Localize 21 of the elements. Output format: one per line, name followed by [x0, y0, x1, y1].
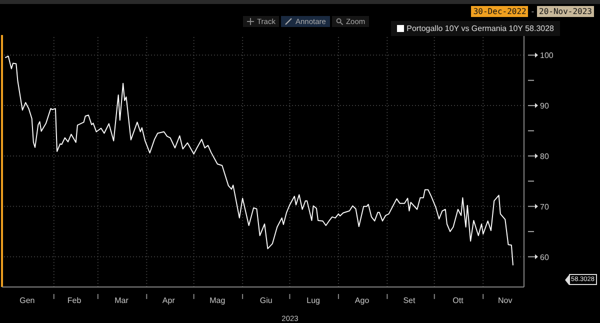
x-tick-label: Giu — [260, 296, 272, 305]
line-series — [4, 56, 514, 266]
text: - — [531, 7, 534, 16]
y-tick-label: 70 — [540, 202, 550, 212]
y-tick-label: 60 — [540, 252, 550, 262]
x-tick-label: Feb — [67, 296, 82, 305]
text: 30-Dec-2022 — [471, 6, 528, 17]
x-tick-label: Mag — [210, 296, 226, 305]
x-tick-label: Mar — [114, 296, 129, 305]
text: 20-Nov-2023 — [537, 6, 594, 17]
x-tick-label: Set — [403, 296, 416, 305]
x-tick-label: Gen — [20, 296, 35, 305]
y-tick-label: 100 — [540, 51, 554, 60]
x-tick-label: Apr — [162, 296, 176, 305]
x-tick-label: Nov — [498, 296, 512, 305]
x-tick-label: Ago — [354, 296, 370, 305]
legend-label: Portogallo 10Y vs Germania 10Y 58.3028 — [406, 24, 554, 33]
y-tick-label: 80 — [540, 152, 550, 161]
x-tick-label: Lug — [306, 296, 320, 305]
y-tick-label: 90 — [540, 102, 550, 111]
x-tick-label: Ott — [452, 296, 464, 305]
